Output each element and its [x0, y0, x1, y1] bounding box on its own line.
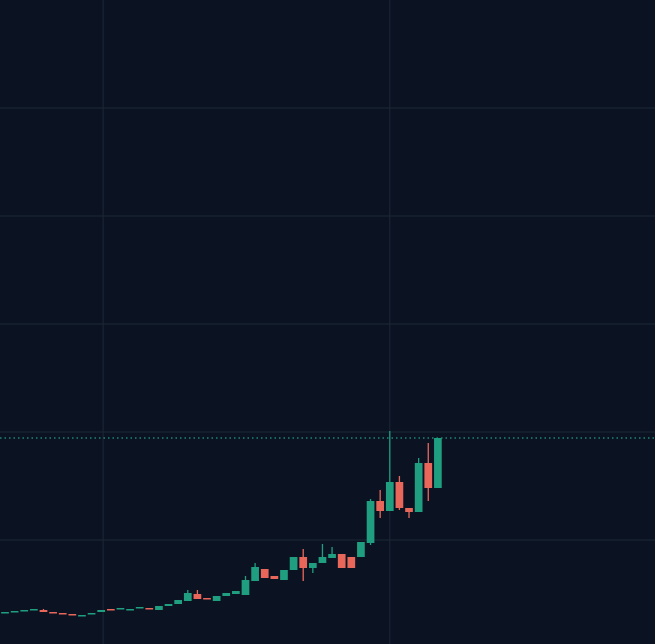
candle-body [337, 554, 346, 568]
candle-body [183, 593, 192, 601]
candle-body [97, 610, 106, 612]
candle-body [49, 612, 57, 614]
candle-body [434, 438, 442, 488]
candle-body [376, 501, 385, 511]
candle-body [10, 611, 19, 613]
candle-body [251, 567, 259, 581]
candle-body [318, 557, 327, 563]
candle-body [299, 557, 308, 568]
candle-body [366, 501, 375, 543]
candle-body [414, 463, 423, 512]
candle-body [203, 598, 211, 600]
candle-body [232, 591, 240, 594]
candle-body [222, 593, 231, 596]
candle-body [193, 594, 202, 599]
candle-body [68, 614, 77, 616]
candle-body [212, 596, 221, 601]
candle-body [260, 569, 269, 578]
candle-body [405, 508, 413, 512]
candle-body [280, 570, 288, 580]
candle-body [308, 563, 317, 568]
candle-body [385, 482, 394, 511]
candle-body [87, 613, 96, 615]
candle-body [241, 580, 250, 595]
candle-body [1, 612, 9, 614]
candle-body [155, 606, 163, 610]
candle-body [20, 610, 29, 612]
candle-body [78, 615, 86, 617]
candle-body [58, 613, 67, 615]
candle-body [164, 604, 173, 606]
candle-body [39, 610, 48, 612]
candle-body [395, 482, 404, 508]
candle-body [126, 609, 134, 611]
candle-body [30, 609, 38, 611]
candle-body [116, 608, 125, 610]
candle-body [135, 607, 144, 609]
candle-body [270, 576, 279, 579]
candle-body [328, 554, 336, 558]
candle-body [347, 557, 356, 568]
candle-body [357, 542, 365, 557]
candle-body [289, 557, 298, 570]
candle-body [174, 600, 183, 604]
candle-body [424, 463, 433, 488]
candle-body [145, 608, 154, 610]
candle-body [106, 609, 115, 611]
